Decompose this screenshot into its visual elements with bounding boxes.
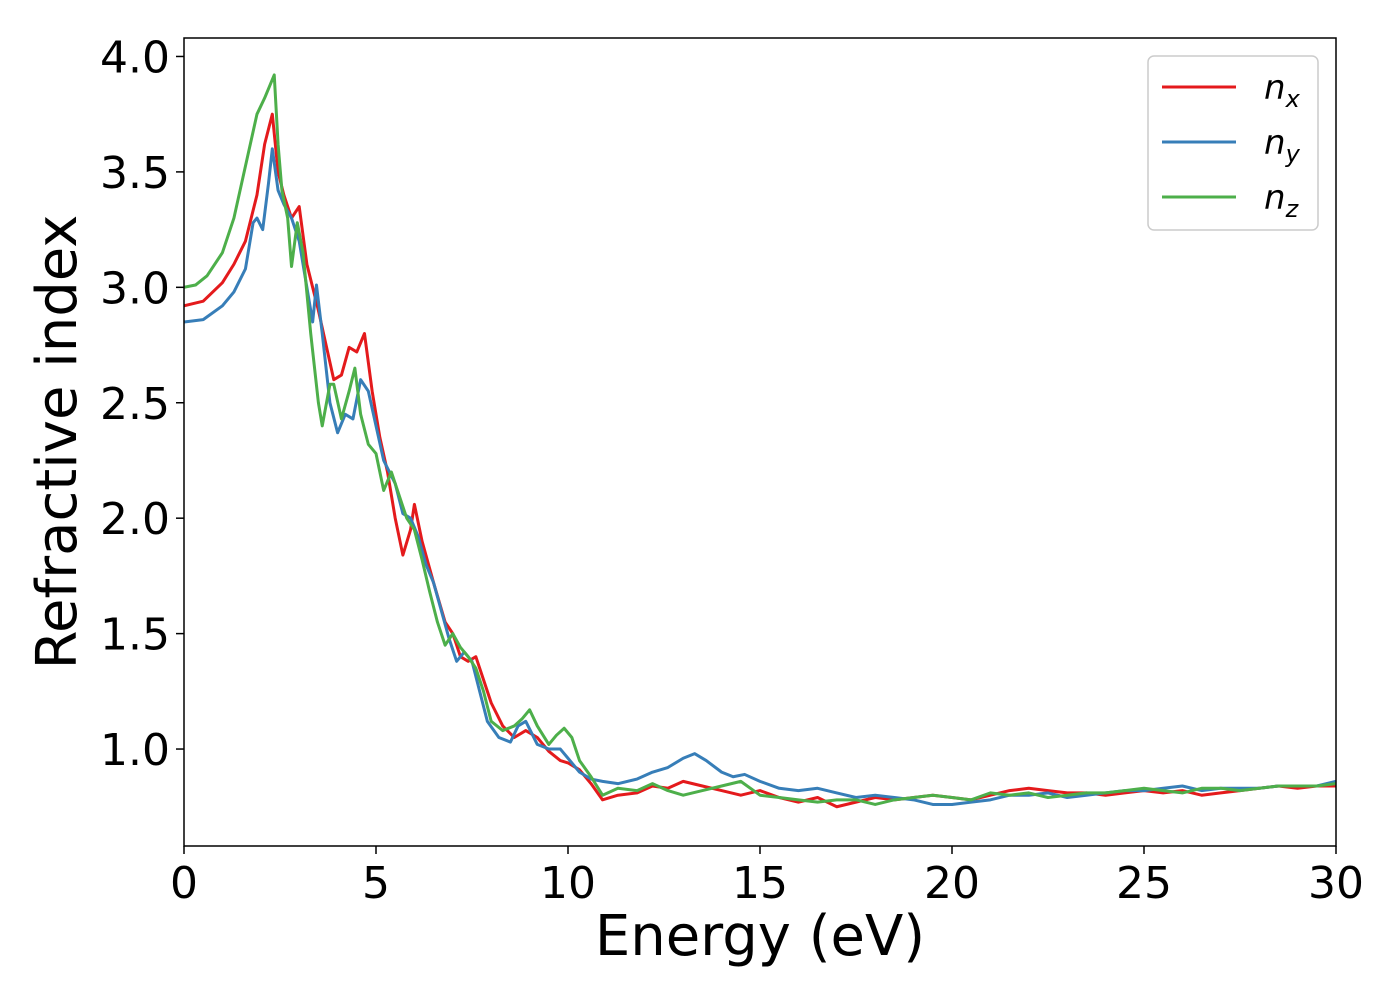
y-tick-label: 1.0 bbox=[100, 725, 170, 776]
x-axis-ticks: 0 5 10 15 20 25 30 bbox=[170, 846, 1364, 909]
x-tick-label: 15 bbox=[732, 858, 788, 909]
x-tick-label: 25 bbox=[1116, 858, 1172, 909]
x-tick-label: 30 bbox=[1308, 858, 1364, 909]
series-line-x bbox=[184, 112, 1336, 809]
legend-label-x: nx bbox=[1264, 68, 1301, 113]
legend: nx ny nz bbox=[1147, 55, 1319, 231]
y-tick-label: 2.5 bbox=[100, 379, 170, 430]
y-axis-label: Refractive index bbox=[25, 215, 90, 670]
series-layer bbox=[184, 73, 1336, 809]
legend-label-z: nz bbox=[1264, 178, 1300, 223]
series-line-y bbox=[184, 147, 1336, 806]
y-tick-label: 4.0 bbox=[100, 32, 170, 83]
legend-label-y: ny bbox=[1264, 123, 1301, 168]
series-line-z bbox=[184, 73, 1336, 806]
x-tick-label: 10 bbox=[540, 858, 596, 909]
y-tick-label: 3.5 bbox=[100, 148, 170, 199]
y-tick-label: 1.5 bbox=[100, 610, 170, 661]
x-tick-label: 20 bbox=[924, 858, 980, 909]
x-tick-label: 0 bbox=[170, 858, 198, 909]
x-axis-label: Energy (eV) bbox=[595, 904, 925, 969]
x-tick-label: 5 bbox=[362, 858, 390, 909]
y-tick-label: 3.0 bbox=[100, 263, 170, 314]
y-axis-ticks: 1.0 1.5 2.0 2.5 3.0 3.5 4.0 bbox=[100, 32, 184, 776]
y-tick-label: 2.0 bbox=[100, 494, 170, 545]
